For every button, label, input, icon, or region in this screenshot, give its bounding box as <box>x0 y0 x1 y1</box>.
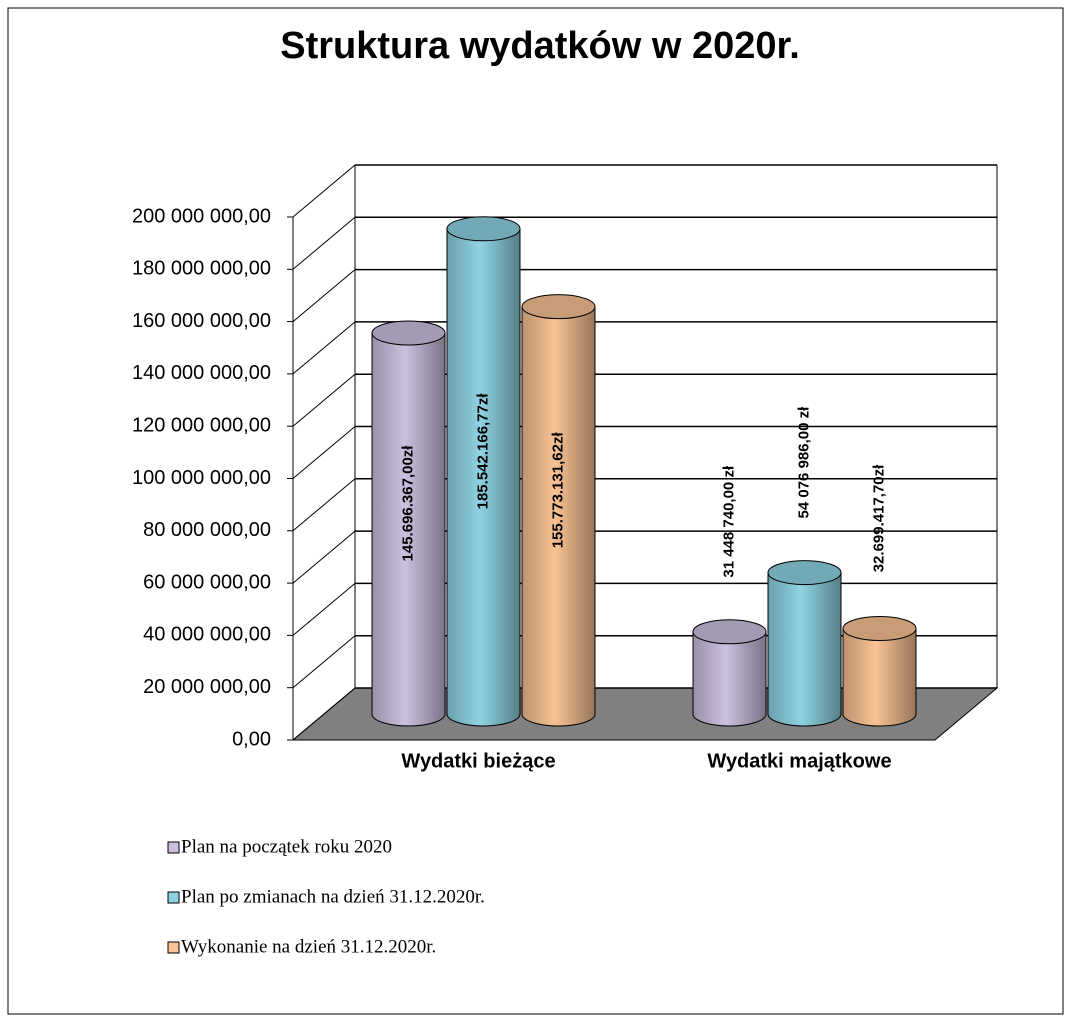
depth-line <box>292 321 356 375</box>
data-label: 185.542.166,77zł <box>474 393 491 510</box>
depth-line <box>292 478 356 532</box>
bar-body <box>692 631 767 727</box>
y-tick-label: 60 000 000,00 <box>143 571 271 593</box>
legend-label: Plan na początek roku 2020 <box>181 836 392 857</box>
data-label: 145.696.367,00zł <box>399 445 416 562</box>
y-tick-label: 40 000 000,00 <box>143 624 271 646</box>
depth-line <box>292 164 356 218</box>
bar-top <box>767 560 842 586</box>
bar-top <box>446 216 521 242</box>
legend-swatch <box>167 941 180 954</box>
data-label: 155.773.131,62zł <box>549 432 566 549</box>
depth-line <box>292 583 356 636</box>
bar-body <box>371 332 446 727</box>
chart-title: Struktura wydatków w 2020r. <box>280 25 800 67</box>
bar <box>767 560 842 727</box>
bar <box>521 294 596 727</box>
y-tick-label: 20 000 000,00 <box>143 676 271 698</box>
depth-line <box>292 269 356 322</box>
x-tick-label: Wydatki bieżące <box>401 750 555 772</box>
y-tick-label: 120 000 000,00 <box>132 414 271 436</box>
data-label: 54 076 986,00 zł <box>795 406 812 519</box>
y-tick-label: 140 000 000,00 <box>132 362 271 384</box>
y-tick-label: 80 000 000,00 <box>143 519 271 541</box>
depth-line <box>292 426 356 479</box>
bar-body <box>767 572 842 727</box>
depth-line <box>292 530 356 584</box>
bar-top <box>692 619 767 645</box>
bar-top <box>371 320 446 346</box>
x-tick-label: Wydatki majątkowe <box>707 750 891 772</box>
legend-label: Wykonanie na dzień 31.12.2020r. <box>181 936 436 957</box>
y-tick-label: 180 000 000,00 <box>132 258 271 280</box>
legend-swatch <box>167 891 180 904</box>
data-label: 32.699.417,70zł <box>870 464 887 572</box>
bar <box>446 216 521 727</box>
bar-body <box>521 306 596 727</box>
bar <box>371 320 446 727</box>
y-tick-label: 160 000 000,00 <box>132 310 271 332</box>
bar <box>842 615 917 727</box>
legend-swatch <box>167 841 180 854</box>
y-tick-label: 0,00 <box>232 728 271 750</box>
bar-top <box>842 615 917 641</box>
y-tick-label: 200 000 000,00 <box>132 205 271 227</box>
depth-line <box>292 216 356 270</box>
depth-line <box>292 373 356 427</box>
bar-body <box>446 228 521 727</box>
depth-line <box>292 635 356 689</box>
bar <box>692 619 767 727</box>
legend-label: Plan po zmianach na dzień 31.12.2020r. <box>181 886 485 907</box>
y-tick-label: 100 000 000,00 <box>132 467 271 489</box>
bar-body <box>842 627 917 727</box>
data-label: 31 448 740,00 zł <box>720 465 737 578</box>
depth-line <box>292 687 356 741</box>
bar-top <box>521 294 596 320</box>
